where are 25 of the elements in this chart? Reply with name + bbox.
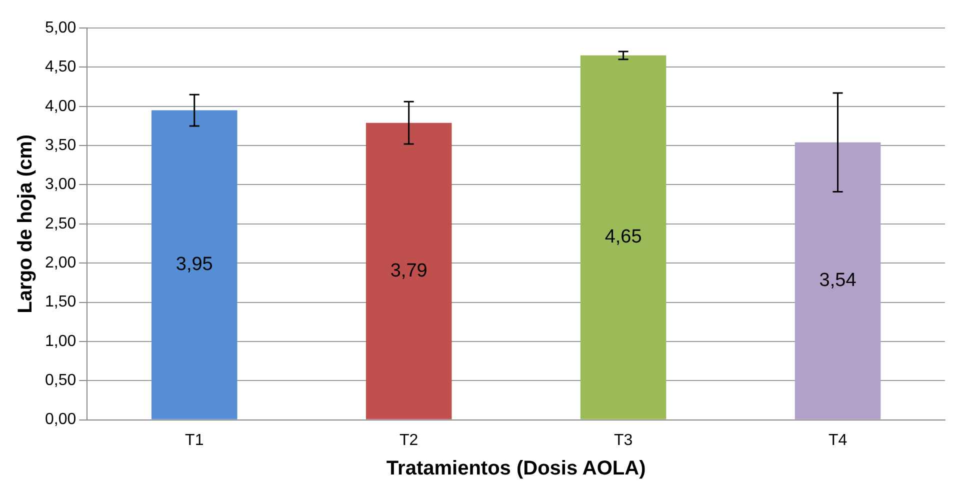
- y-tick-label: 3,00: [45, 176, 76, 194]
- x-tick-label: T3: [614, 432, 633, 449]
- y-tick-label: 0,50: [45, 372, 76, 390]
- data-label: 3,79: [390, 260, 428, 282]
- y-tick-label: 1,00: [45, 332, 76, 350]
- y-tick-label: 4,00: [45, 98, 76, 115]
- y-tick-label: 0,00: [45, 411, 76, 428]
- x-axis-title: Tratamientos (Dosis AOLA): [386, 458, 646, 480]
- bar: [366, 122, 452, 420]
- bar: [794, 142, 881, 420]
- y-tick-label: 2,50: [45, 215, 76, 232]
- bar: [580, 55, 666, 420]
- x-tick-label: T4: [828, 432, 848, 449]
- y-tick-label: 1,50: [45, 294, 76, 311]
- x-tick-label: T1: [185, 432, 204, 449]
- y-tick-label: 2,00: [45, 254, 76, 272]
- data-label: 3,95: [176, 254, 213, 276]
- data-label: 4,65: [604, 226, 642, 248]
- y-tick-label: 3,50: [45, 136, 76, 154]
- y-tick-label: 4,50: [45, 58, 76, 76]
- y-axis-title: Largo de hoja (cm): [14, 134, 37, 314]
- x-tick-label: T2: [400, 432, 418, 449]
- bar: [151, 110, 238, 420]
- data-label: 3,54: [819, 270, 857, 292]
- y-tick-label: 5,00: [45, 19, 76, 36]
